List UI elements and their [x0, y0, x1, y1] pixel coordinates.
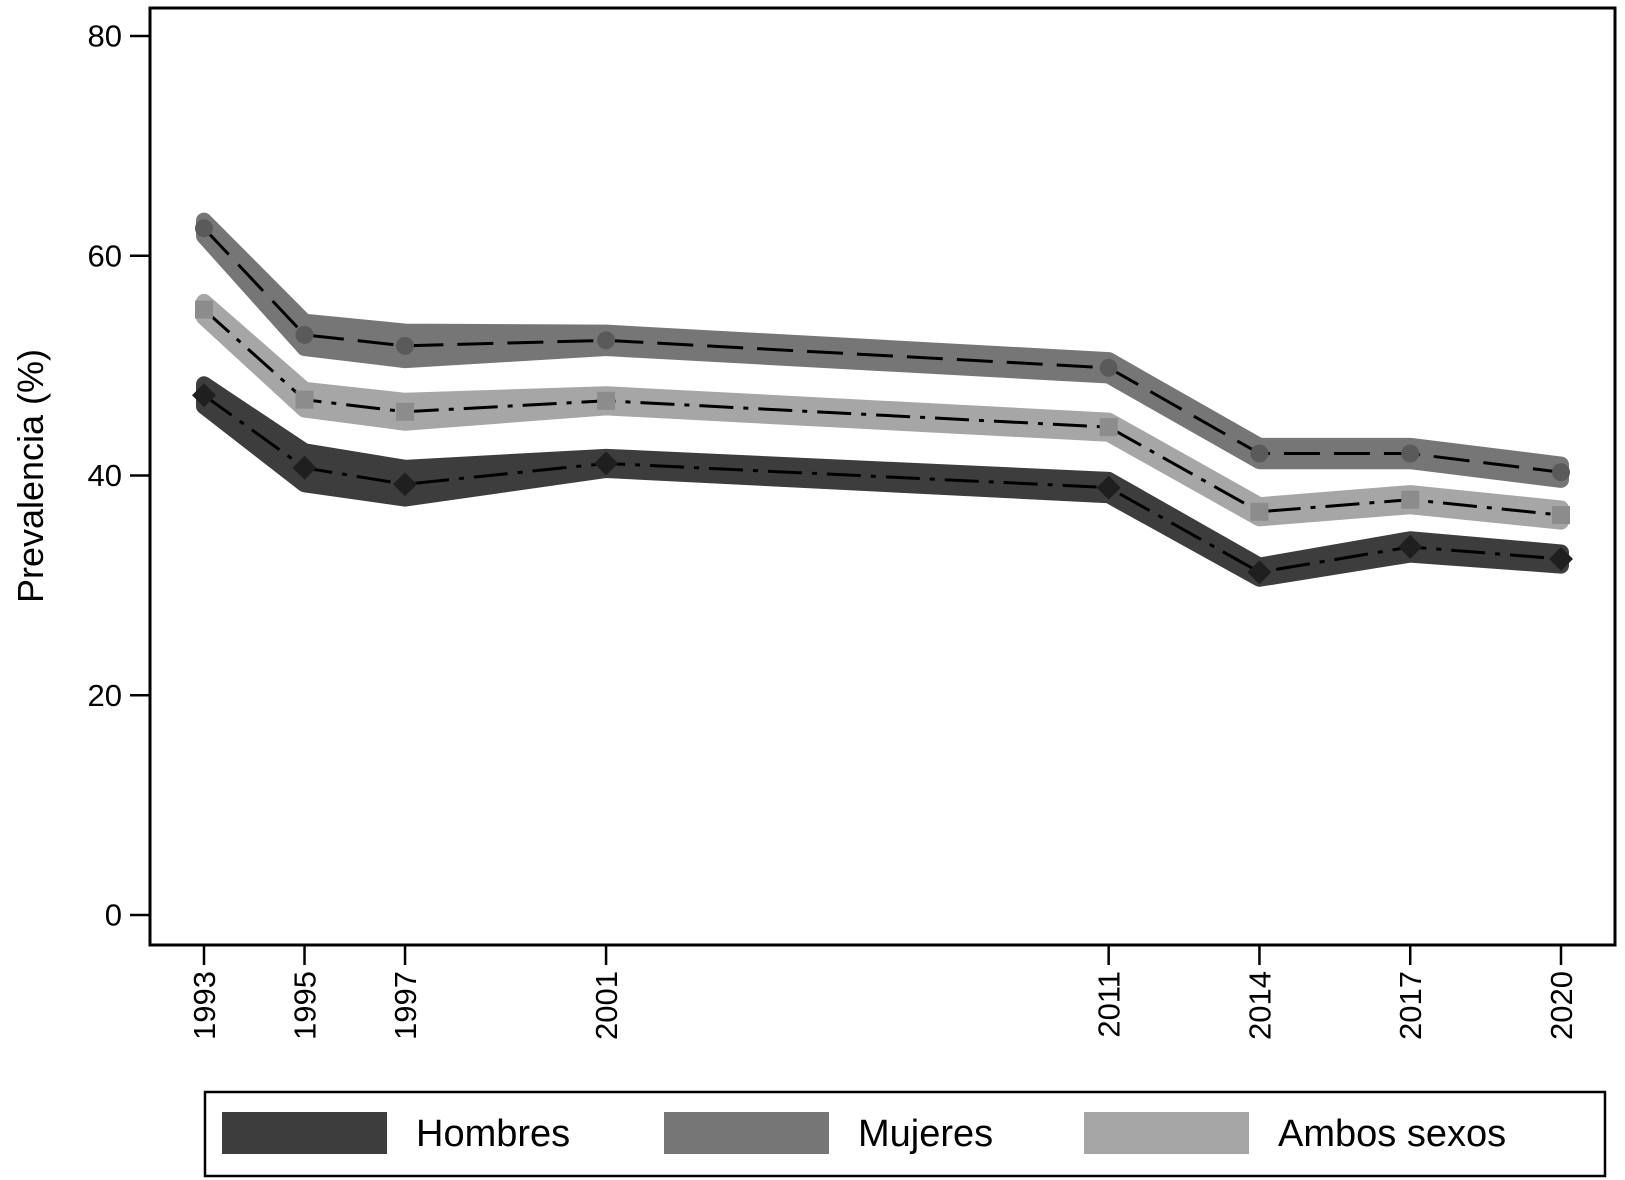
point-ambos-sexos-1997: [396, 402, 415, 421]
legend-swatch-hombres: [222, 1112, 387, 1154]
legend-box: [203, 1090, 1607, 1178]
series-line-ambos-sexos: [202, 308, 1562, 517]
x-tick-label: 2017: [1393, 971, 1428, 1040]
point-mujeres-2001: [597, 331, 616, 350]
point-mujeres-2011: [1099, 358, 1118, 377]
x-tick-label: 2014: [1242, 971, 1277, 1040]
point-hombres-2017: [1398, 534, 1423, 559]
point-mujeres-2017: [1401, 444, 1420, 463]
series-lines: [202, 227, 1562, 574]
x-tick-label: 1997: [388, 971, 423, 1040]
legend-swatch-mujeres: [664, 1112, 829, 1154]
point-ambos-sexos-2001: [597, 391, 616, 410]
x-tick-label: 1995: [288, 971, 323, 1040]
point-mujeres-1997: [396, 336, 415, 355]
series-line-mujeres: [202, 227, 1562, 474]
legend-label-ambos-sexos: Ambos sexos: [1278, 1113, 1506, 1155]
y-axis: 0 20 40 60 80: [88, 19, 150, 933]
x-tick-label: 2020: [1544, 971, 1579, 1040]
point-mujeres-1995: [295, 325, 314, 344]
point-hombres-2020: [1549, 547, 1573, 572]
point-hombres-2014: [1247, 560, 1272, 585]
y-tick-label: 0: [105, 898, 122, 933]
point-ambos-sexos-1993: [195, 300, 213, 319]
point-ambos-sexos-1995: [295, 390, 314, 409]
y-tick-label: 80: [88, 19, 122, 54]
point-hombres-1993: [192, 383, 216, 408]
legend: Hombres Mujeres Ambos sexos: [222, 1112, 1506, 1155]
y-tick-label: 60: [88, 238, 122, 273]
point-ambos-sexos-2014: [1250, 502, 1269, 521]
x-tick-label: 2001: [589, 971, 624, 1040]
point-hombres-2001: [594, 451, 619, 476]
point-ambos-sexos-2011: [1099, 418, 1118, 437]
point-mujeres-1993: [195, 219, 213, 238]
legend-label-hombres: Hombres: [416, 1113, 570, 1155]
point-hombres-2011: [1096, 475, 1121, 500]
point-ambos-sexos-2017: [1401, 490, 1420, 509]
point-mujeres-2020: [1552, 463, 1570, 482]
x-axis: 1993 1995 1997 2001 2011 2014 2017 2020: [187, 945, 1579, 1040]
point-hombres-1997: [393, 472, 418, 497]
point-ambos-sexos-2020: [1552, 506, 1570, 525]
y-tick-label: 20: [88, 678, 122, 713]
legend-swatch-ambos-sexos: [1084, 1112, 1249, 1154]
point-hombres-1995: [292, 455, 317, 480]
y-tick-label: 40: [88, 458, 122, 493]
series-markers: [192, 219, 1573, 585]
x-tick-label: 2011: [1092, 971, 1127, 1038]
ci-bands: [196, 212, 1569, 587]
y-axis-title: Prevalencia (%): [10, 349, 51, 603]
series-line-hombres: [203, 394, 1562, 574]
point-mujeres-2014: [1250, 444, 1269, 463]
legend-label-mujeres: Mujeres: [858, 1113, 993, 1155]
x-tick-label: 1993: [187, 971, 222, 1040]
